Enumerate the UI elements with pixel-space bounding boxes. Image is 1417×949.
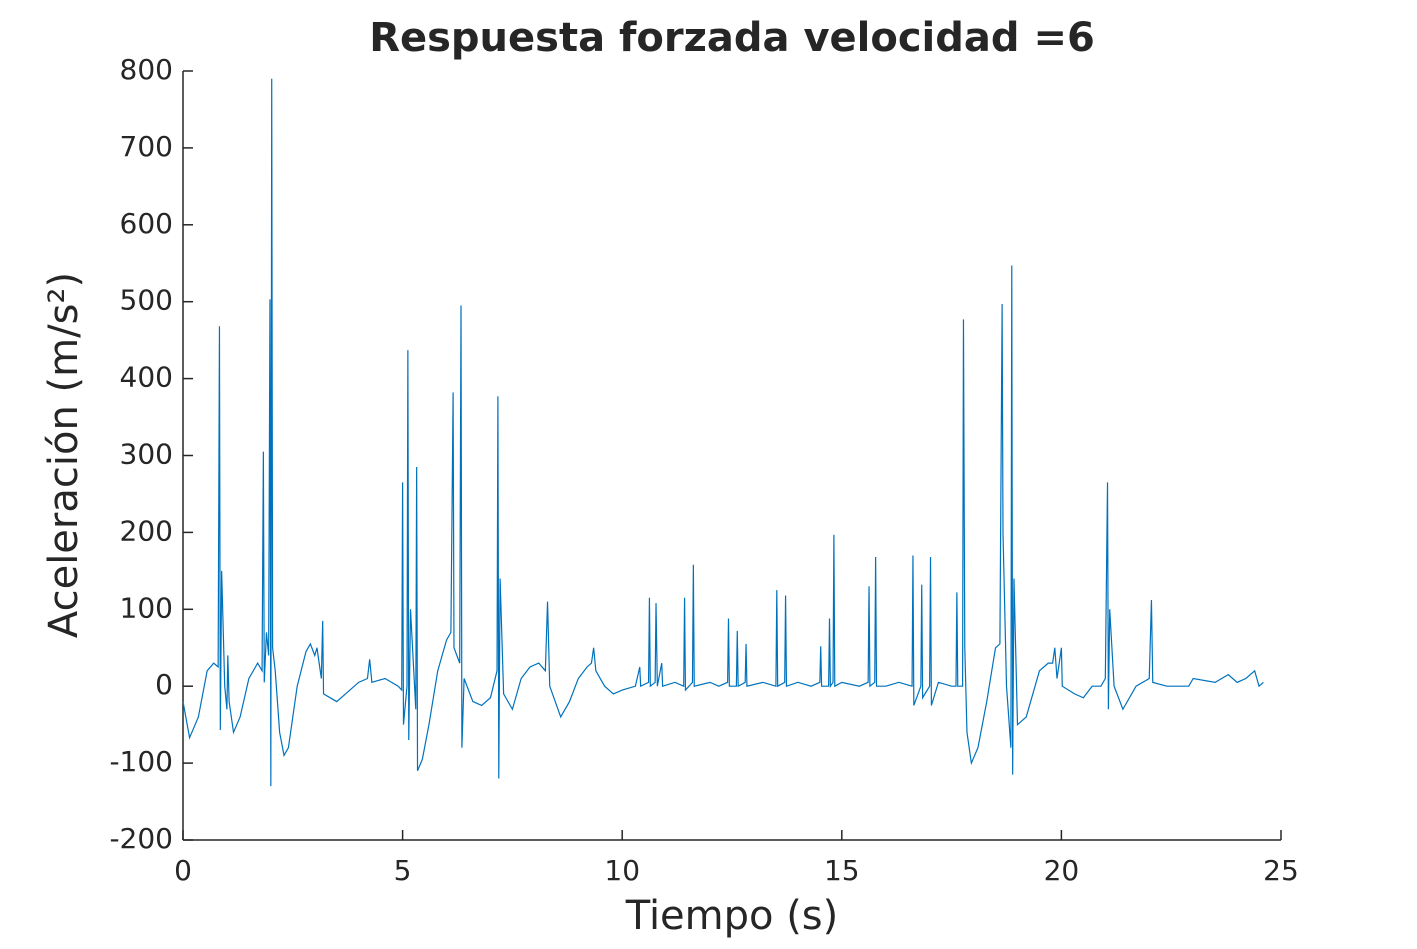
x-tick-label: 0 [174, 854, 192, 887]
y-tick-label: 500 [120, 284, 173, 317]
y-tick-label: 200 [120, 514, 173, 547]
x-axis-label: Tiempo (s) [625, 893, 839, 939]
y-axis-label: Aceleración (m/s²) [41, 272, 87, 638]
x-tick-label: 15 [824, 854, 860, 887]
y-tick-label: 400 [120, 361, 173, 394]
x-tick-label: 5 [394, 854, 412, 887]
y-tick-label: -100 [109, 745, 173, 778]
y-tick-label: 100 [120, 591, 173, 624]
x-tick-label: 10 [604, 854, 640, 887]
y-tick-label: 700 [120, 130, 173, 163]
y-tick-label: -200 [109, 822, 173, 855]
y-tick-label: 0 [155, 668, 173, 701]
y-tick-label: 600 [120, 207, 173, 240]
data-line [182, 78, 1264, 787]
chart-title: Respuesta forzada velocidad =6 [369, 15, 1095, 61]
y-tick-label: 800 [120, 53, 173, 86]
x-tick-label: 25 [1263, 854, 1299, 887]
y-tick-label: 300 [120, 438, 173, 471]
x-tick-label: 20 [1044, 854, 1080, 887]
